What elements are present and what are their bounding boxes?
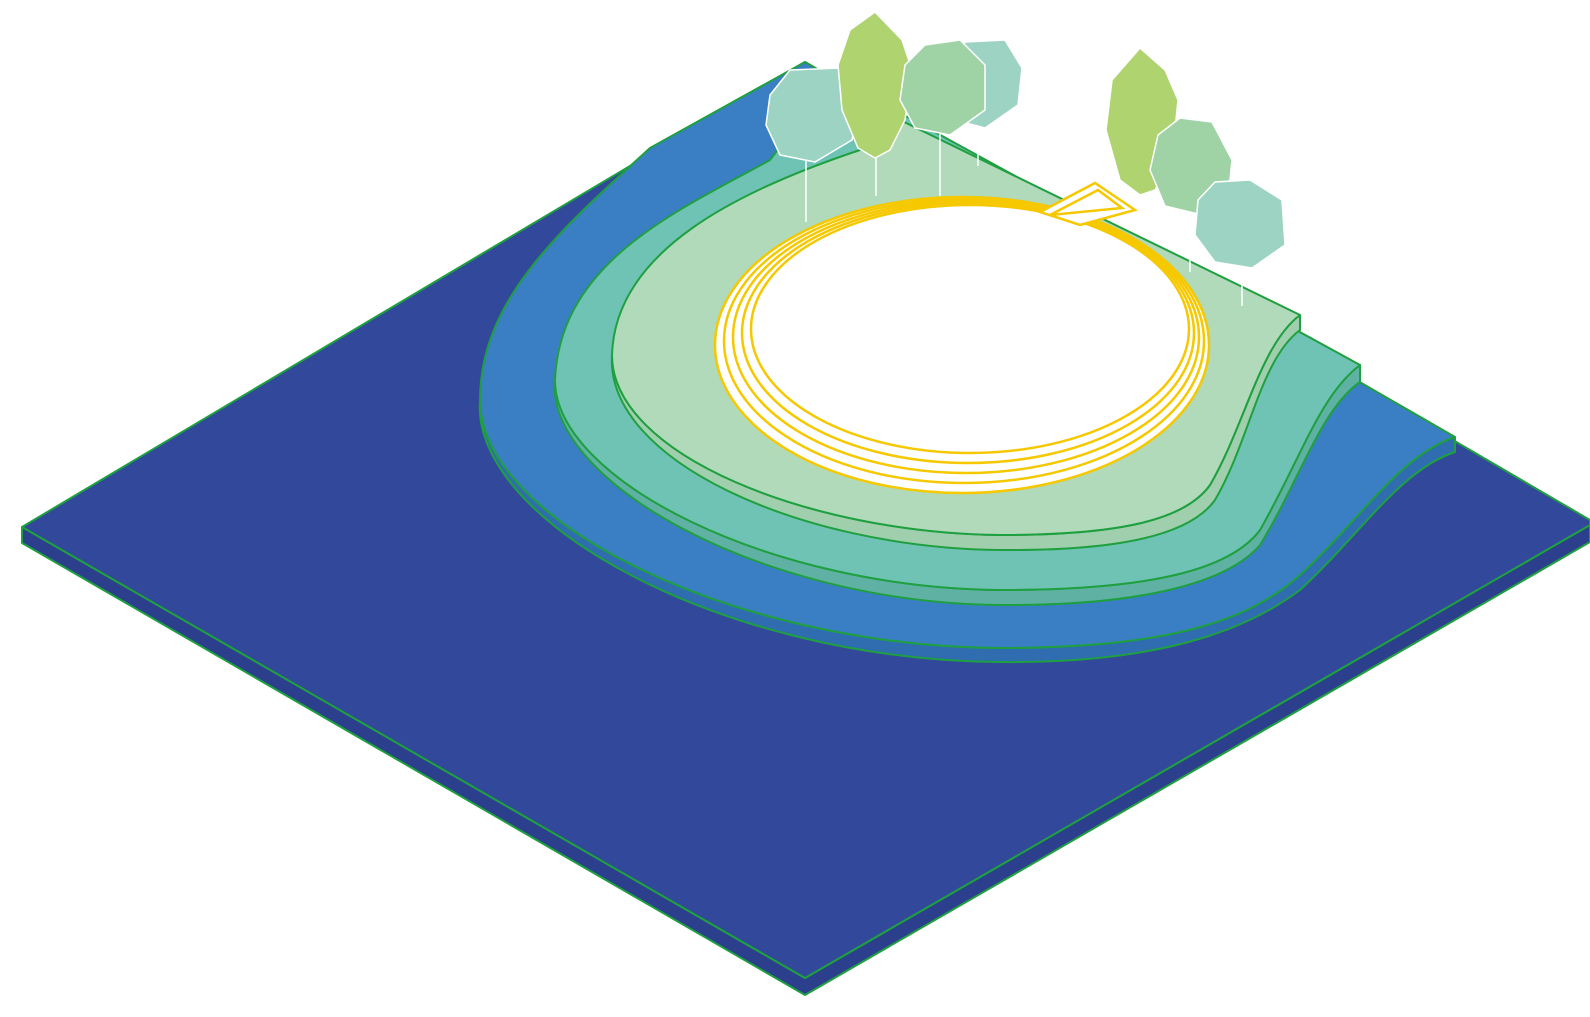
ring [722, 197, 1206, 485]
tree-crown [899, 39, 986, 136]
ring [731, 199, 1201, 475]
ring [713, 195, 1211, 495]
amphitheatre [713, 181, 1211, 495]
ring [749, 203, 1191, 455]
tree-crown [837, 11, 913, 159]
tree-crown [1194, 179, 1286, 269]
entrance-steps [1036, 181, 1138, 227]
ring [740, 201, 1196, 465]
trees [765, 11, 1286, 306]
